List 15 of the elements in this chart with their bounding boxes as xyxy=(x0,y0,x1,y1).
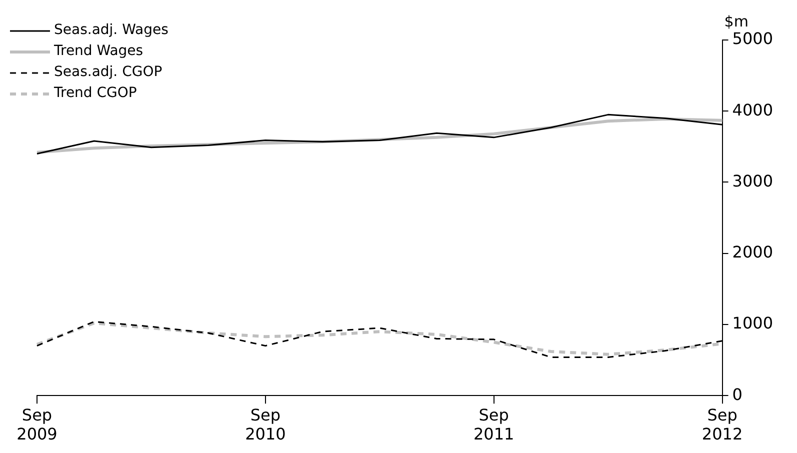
y-tick-label: 0 xyxy=(732,384,742,404)
y-tick-label: 4000 xyxy=(732,100,773,120)
y-axis-title: $m xyxy=(724,12,748,30)
x-tick-label: Sep 2009 xyxy=(16,405,58,444)
y-tick-label: 3000 xyxy=(732,171,773,190)
y-tick-label: 5000 xyxy=(732,29,773,48)
y-tick-label: 1000 xyxy=(732,314,773,333)
y-tick-label: 2000 xyxy=(732,242,773,262)
x-tick-label: Sep 2010 xyxy=(245,405,286,444)
x-tick-label: Sep 2012 xyxy=(702,405,743,444)
x-tick-label: Sep 2011 xyxy=(473,405,514,444)
legend-label: Seas.adj. CGOP xyxy=(54,63,162,82)
legend-label: Trend CGOP xyxy=(54,84,137,103)
legend-label: Trend Wages xyxy=(54,42,144,61)
legend-label: Seas.adj. Wages xyxy=(54,21,168,40)
